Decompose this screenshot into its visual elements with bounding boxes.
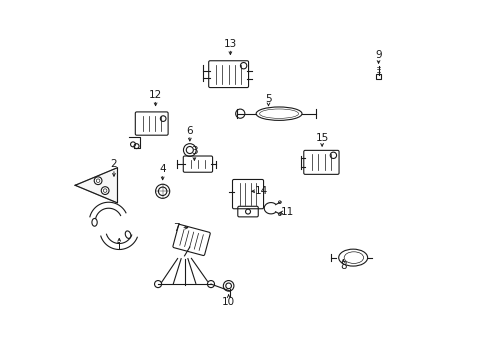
Text: 8: 8 bbox=[339, 261, 346, 271]
Text: 2: 2 bbox=[110, 159, 117, 169]
Text: 9: 9 bbox=[374, 50, 381, 60]
Text: 12: 12 bbox=[149, 90, 162, 100]
Text: 13: 13 bbox=[224, 39, 237, 49]
Text: 15: 15 bbox=[315, 133, 328, 143]
Text: 5: 5 bbox=[264, 94, 271, 104]
Text: 14: 14 bbox=[254, 186, 267, 196]
Text: 4: 4 bbox=[159, 165, 165, 174]
Circle shape bbox=[94, 177, 102, 185]
Text: 1: 1 bbox=[116, 242, 122, 252]
Text: 10: 10 bbox=[222, 297, 235, 307]
Circle shape bbox=[101, 187, 109, 194]
Text: 6: 6 bbox=[186, 126, 193, 136]
Text: 7: 7 bbox=[173, 222, 180, 233]
Polygon shape bbox=[75, 168, 117, 203]
Text: 11: 11 bbox=[281, 207, 294, 217]
Text: 3: 3 bbox=[191, 146, 197, 156]
